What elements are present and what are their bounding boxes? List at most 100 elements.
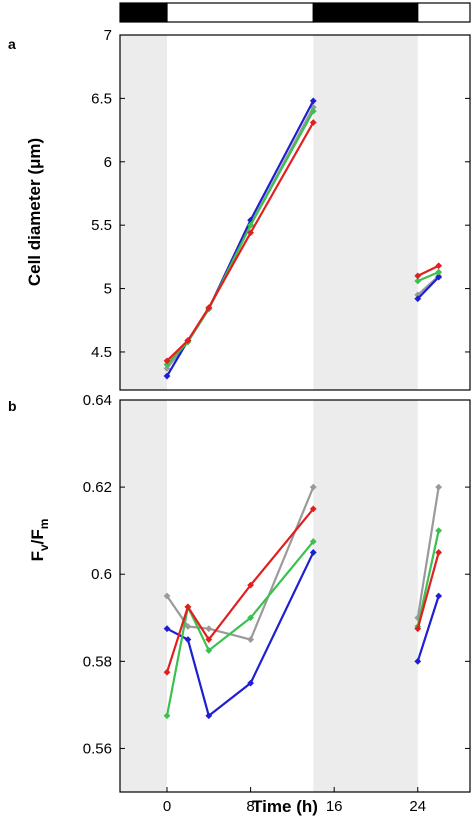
ylabel-main: F — [28, 551, 47, 561]
data-point — [184, 623, 192, 630]
series-segment — [417, 264, 440, 277]
dark-period-block — [119, 2, 168, 23]
panel-b-frame — [119, 399, 471, 793]
ylabel-sub-v: v — [37, 544, 51, 551]
data-point — [309, 538, 317, 545]
light-period-block — [166, 2, 314, 23]
data-point — [414, 657, 422, 665]
series-segment — [417, 275, 440, 296]
data-point — [163, 712, 171, 720]
data-point — [205, 647, 213, 654]
data-point — [184, 337, 192, 344]
panel-a-shading — [120, 35, 418, 390]
y-tick-label: 5.5 — [91, 217, 112, 234]
y-tick-label: 6.5 — [91, 90, 112, 107]
series-segment — [166, 110, 315, 366]
data-point — [309, 97, 317, 105]
y-tick-label: 7 — [104, 27, 112, 44]
panel-a-y-axis-label: Cell diameter (μm) — [25, 138, 44, 286]
data-point — [247, 581, 254, 589]
data-point — [309, 483, 317, 491]
data-point — [247, 221, 254, 229]
series-segment — [166, 106, 315, 370]
data-point — [435, 262, 443, 270]
data-point — [184, 636, 192, 643]
series-segment — [166, 551, 315, 717]
panel-a: a 4.5 5 5.5 6 6.5 7 Cell diameter (μm) — [8, 27, 471, 391]
panel-a-series — [163, 97, 443, 380]
panel-b-y-ticks: 0.56 0.58 0.6 0.62 0.64 — [83, 392, 470, 757]
y-tick-label: 0.56 — [83, 740, 112, 757]
data-point — [414, 277, 422, 285]
series-segment — [416, 552, 440, 629]
data-point — [309, 549, 317, 556]
series-segment — [165, 508, 315, 673]
panel-b-y-axis-label: Fv/Fm — [28, 519, 51, 562]
y-tick-label: 0.62 — [83, 479, 112, 496]
data-point — [163, 357, 171, 365]
panel-b-series — [163, 483, 443, 720]
x-tick-label: 0 — [163, 798, 171, 815]
data-point — [163, 625, 171, 633]
series-line — [163, 505, 443, 676]
data-point — [414, 272, 422, 280]
ylabel-sub-m: m — [37, 519, 51, 530]
data-point — [309, 505, 317, 513]
data-point — [435, 268, 443, 276]
panel-b-label: b — [8, 398, 17, 414]
data-point — [435, 549, 443, 556]
data-point — [414, 625, 422, 633]
panel-b-x-ticks: 0 8 16 24 — [163, 787, 426, 815]
data-point — [414, 295, 422, 303]
y-tick-label: 0.6 — [91, 566, 112, 583]
light-period-block — [417, 2, 471, 23]
ylabel-mid: /F — [28, 529, 47, 544]
data-point — [184, 603, 192, 611]
data-point — [163, 668, 171, 676]
data-point — [309, 107, 317, 115]
data-point — [205, 625, 213, 633]
data-point — [163, 592, 171, 600]
series-segment — [166, 486, 315, 641]
data-point — [309, 119, 317, 126]
y-tick-label: 4.5 — [91, 344, 112, 361]
series-segment — [416, 276, 440, 300]
series-segment — [417, 271, 440, 282]
data-point — [163, 361, 171, 369]
data-point — [435, 273, 443, 281]
data-point — [205, 712, 213, 720]
series-segment — [416, 595, 440, 662]
y-tick-label: 0.58 — [83, 653, 112, 670]
y-tick-label: 5 — [104, 281, 112, 298]
series-segment — [416, 530, 440, 627]
panel-a-label: a — [8, 36, 16, 52]
data-point — [247, 636, 254, 643]
series-line — [163, 119, 443, 365]
series-segment — [416, 486, 440, 618]
panel-b-shading — [120, 400, 418, 792]
series-segment — [166, 100, 315, 377]
y-tick-label: 0.64 — [83, 392, 112, 409]
x-tick-label: 8 — [246, 798, 254, 815]
data-point — [247, 679, 254, 687]
x-tick-label: 24 — [409, 798, 426, 815]
dark-period-shade — [313, 35, 418, 390]
panel-b: b 0.56 0.58 0.6 0.62 0.64 0 8 16 24 Fv/Fm Time … — [8, 392, 471, 816]
data-point — [163, 372, 171, 380]
x-tick-label: 16 — [326, 798, 343, 815]
series-line — [163, 549, 443, 720]
panel-a-frame — [119, 34, 471, 391]
dark-period-block — [312, 2, 419, 23]
x-axis-label: Time (h) — [252, 797, 318, 816]
data-point — [435, 527, 443, 535]
dark-period-shade — [120, 400, 168, 792]
dark-period-shade — [313, 400, 418, 792]
data-point — [205, 304, 213, 311]
data-point — [163, 365, 171, 372]
series-line — [163, 527, 443, 720]
data-point — [205, 636, 213, 643]
data-point — [247, 229, 254, 237]
panel-a-y-ticks: 4.5 5 5.5 6 6.5 7 — [91, 27, 470, 361]
data-point — [435, 483, 443, 491]
